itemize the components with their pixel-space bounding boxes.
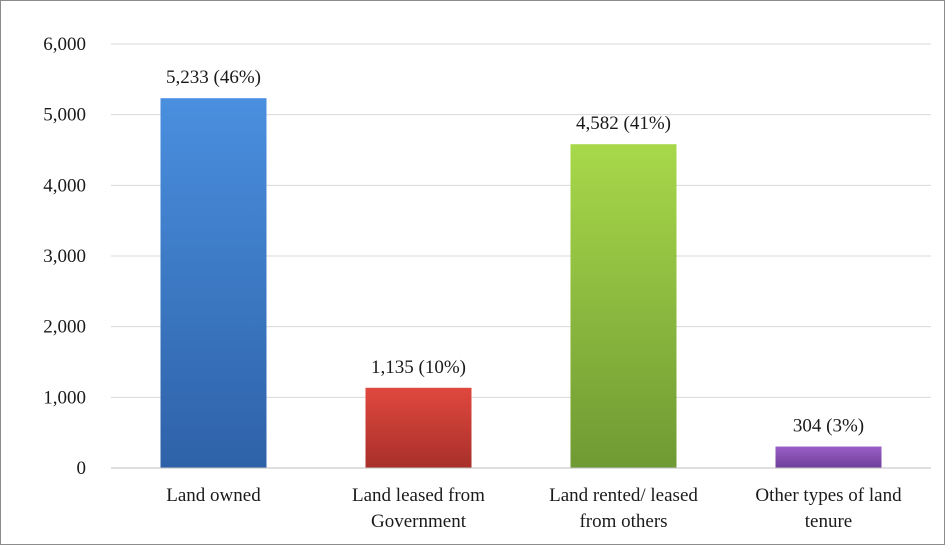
x-category-label: Other types of land <box>755 485 902 506</box>
data-label: 1,135 (10%) <box>371 357 466 378</box>
x-category-label: tenure <box>805 511 852 532</box>
y-axis-tick-labels: 0 1,000 2,000 3,000 4,000 5,000 6,000 <box>43 34 86 479</box>
y-tick-label: 5,000 <box>43 105 86 126</box>
bar <box>365 387 472 468</box>
bar <box>775 446 882 468</box>
x-axis-category-labels: Land owned Land leased from Government Land… <box>166 485 902 532</box>
data-label: 5,233 (46%) <box>166 67 261 88</box>
data-label: 4,582 (41%) <box>576 113 671 134</box>
y-tick-label: 3,000 <box>43 246 86 267</box>
bar <box>160 98 267 469</box>
x-category-label: Government <box>371 511 467 532</box>
x-category-label: from others <box>579 511 667 532</box>
y-tick-label: 1,000 <box>43 387 86 408</box>
bars <box>160 98 882 469</box>
data-labels: 5,233 (46%) 1,135 (10%) 4,582 (41%) 304 (3%… <box>166 67 864 436</box>
y-tick-label: 4,000 <box>43 175 86 196</box>
x-category-label: Land rented/ leased <box>549 485 698 506</box>
data-label: 304 (3%) <box>793 416 864 437</box>
y-tick-label: 2,000 <box>43 317 86 338</box>
x-category-label: Land owned <box>166 485 261 506</box>
bar <box>570 144 677 469</box>
y-tick-label: 0 <box>77 458 87 479</box>
x-category-label: Land leased from <box>352 485 485 506</box>
y-tick-label: 6,000 <box>43 34 86 55</box>
